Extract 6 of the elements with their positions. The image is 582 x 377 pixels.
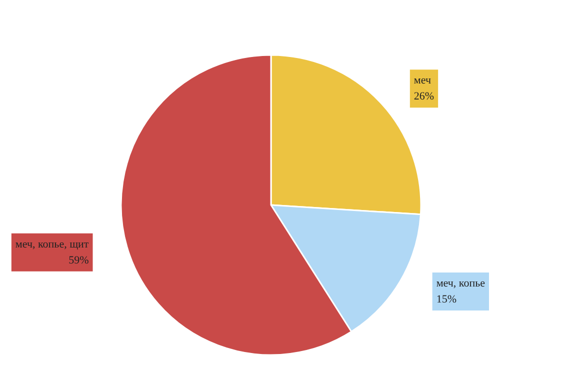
data-label: 59% [68,254,89,266]
data-label: 26% [414,90,434,103]
data-label: 15% [436,294,456,306]
slice-label: меч, копье [436,278,486,290]
slice-label: меч, копье, щит [15,238,89,250]
slice-label: меч [414,74,432,87]
